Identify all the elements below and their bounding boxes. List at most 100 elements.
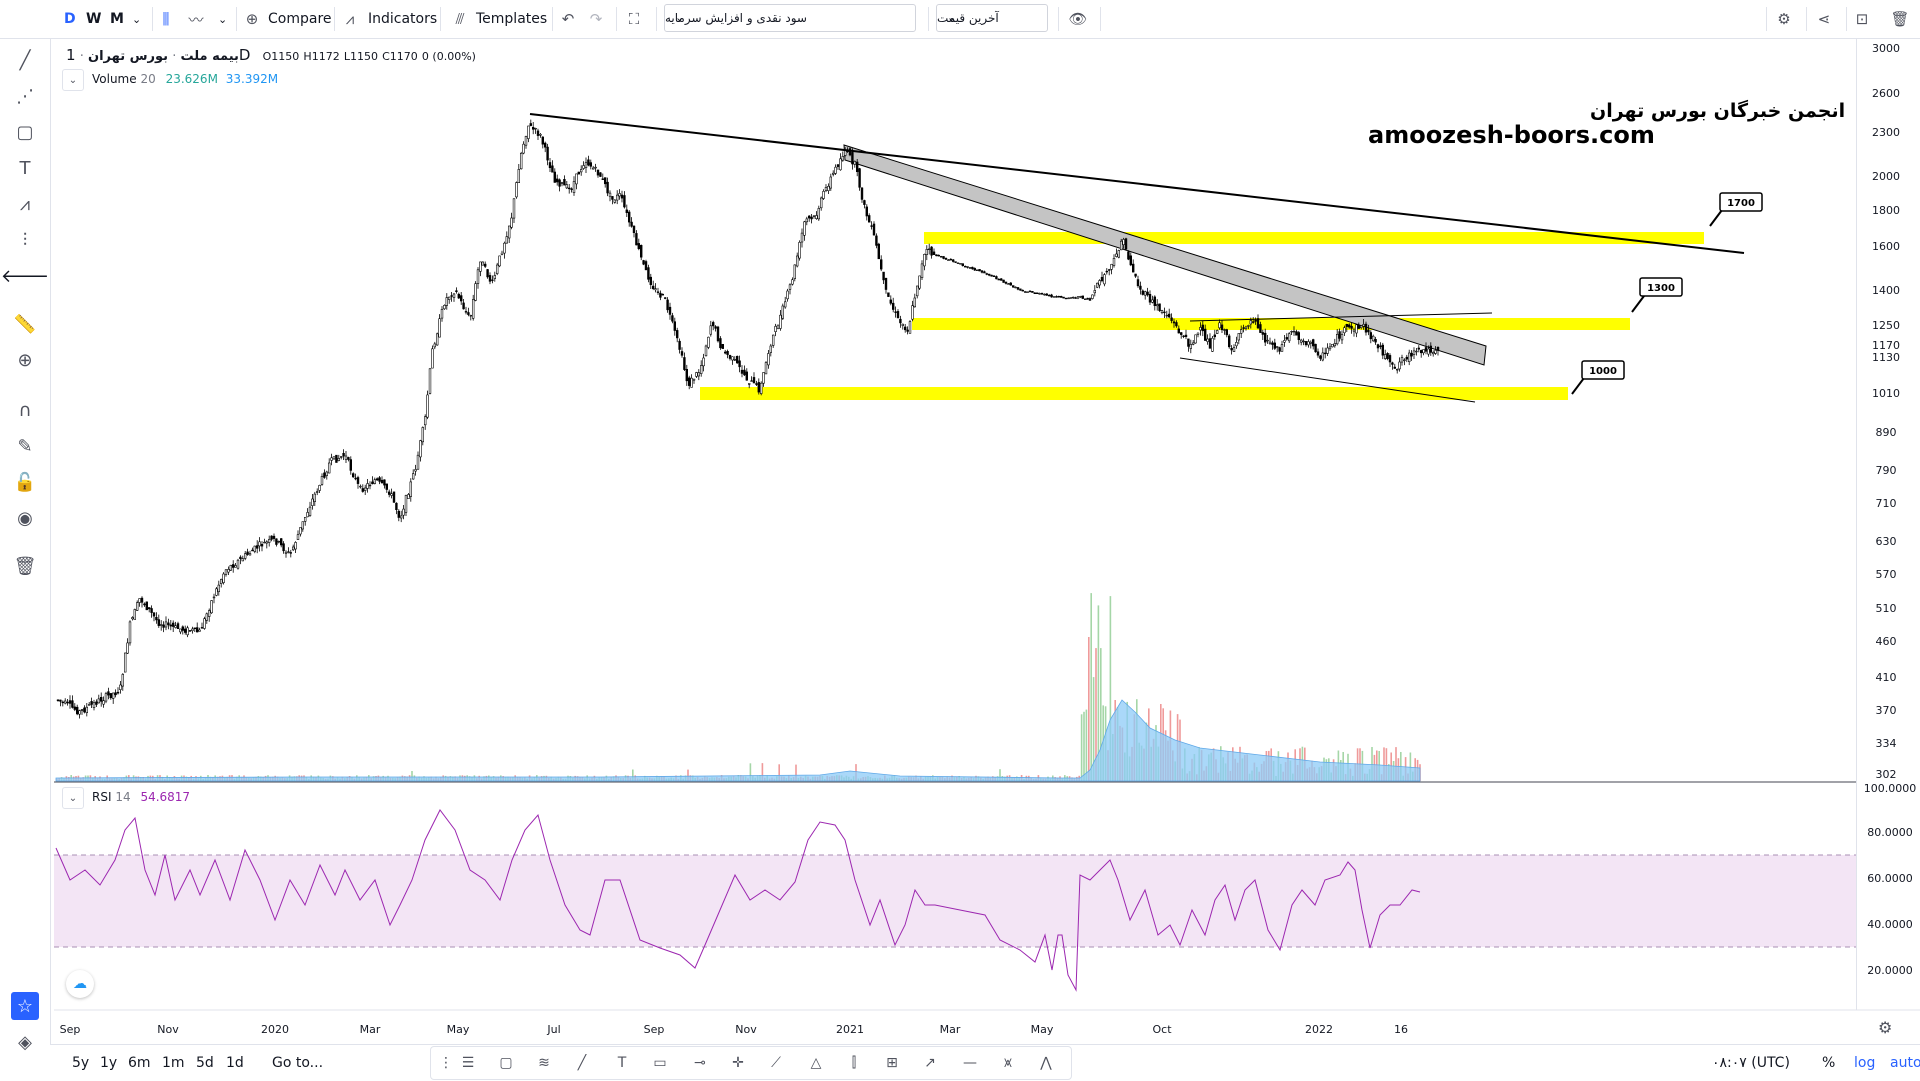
interval-m[interactable]: M	[110, 11, 124, 27]
triangle-icon[interactable]: △	[810, 1055, 822, 1071]
volume-bar	[552, 778, 555, 781]
eye-icon[interactable]: ◉	[17, 507, 33, 529]
range-1m[interactable]: 1m	[162, 1055, 185, 1071]
grip-icon[interactable]: ⋮	[439, 1055, 453, 1071]
back-arrow-icon[interactable]: 🡐	[0, 265, 50, 287]
volume-bar	[603, 777, 605, 781]
study-template-dropdown[interactable]: ⌄ سود نقدی و افزایش سرمایه	[664, 4, 916, 32]
ruler-icon[interactable]: 📏	[13, 313, 37, 335]
zoom-icon[interactable]: ⊕	[17, 349, 33, 371]
text-icon[interactable]: T	[19, 157, 31, 179]
prediction-icon[interactable]: ⫶	[22, 229, 28, 251]
candle-body	[1060, 295, 1063, 298]
axis-settings-gear-icon[interactable]: ⚙	[1878, 1018, 1893, 1037]
price-type-dropdown[interactable]: ⌄ آخرین قیمت	[936, 4, 1048, 32]
style-chevron-icon[interactable]: ⌄	[218, 12, 228, 26]
volume-bar	[852, 776, 855, 781]
callout-icon[interactable]: ▭	[653, 1055, 667, 1071]
percent-toggle[interactable]: %	[1822, 1055, 1836, 1071]
horizontal-ray-icon[interactable]: ⊸	[694, 1055, 706, 1071]
trash-icon[interactable]: 🗑	[13, 555, 37, 577]
candle-body	[668, 306, 672, 315]
candle-body	[1268, 341, 1272, 344]
volume-bar	[245, 777, 248, 781]
candle-body	[64, 700, 67, 704]
utc-clock[interactable]: ۰۸:۰۷ (UTC)	[1712, 1055, 1790, 1071]
candle-body	[1074, 297, 1077, 299]
rectangle-icon[interactable]: ▢	[16, 121, 34, 143]
compare-plus-icon[interactable]: ⊕	[245, 10, 259, 28]
candle-body	[685, 368, 689, 382]
interval-d[interactable]: D	[64, 11, 76, 27]
range-1y[interactable]: 1y	[100, 1055, 118, 1071]
parallel-channel-icon[interactable]: ⫿	[851, 1055, 857, 1071]
elliott-wave-icon[interactable]: ⩙	[1004, 1055, 1012, 1071]
rsi-collapse-button[interactable]: ⌄	[62, 787, 84, 809]
candle-style-icon[interactable]: ⫼	[162, 10, 170, 28]
volume-bar	[1368, 769, 1371, 781]
trend-line-icon[interactable]: ╱	[577, 1055, 587, 1071]
interval-dropdown-chevron-icon[interactable]: ⌄	[132, 12, 142, 26]
volume-collapse-button[interactable]: ⌄	[62, 69, 84, 91]
pattern-icon[interactable]: ⩘	[19, 193, 31, 215]
fullscreen-icon[interactable]: ⛶	[628, 10, 640, 28]
cross-line-icon[interactable]: ✛	[732, 1055, 744, 1071]
candle-body	[601, 178, 605, 180]
eye-icon[interactable]: 👁	[1068, 10, 1088, 28]
magnet-icon[interactable]: ∩	[18, 399, 32, 421]
candle-body	[109, 693, 113, 699]
candle-body	[1300, 339, 1303, 343]
candle-body	[1028, 290, 1032, 293]
range-6m[interactable]: 6m	[128, 1055, 151, 1071]
volume-bar	[778, 764, 780, 781]
path-icon[interactable]: ≋	[538, 1055, 550, 1071]
abc-pattern-icon[interactable]: ⋀	[1040, 1055, 1052, 1071]
undo-icon[interactable]: ↶	[561, 10, 575, 28]
fib-icon[interactable]: ⋰	[16, 85, 34, 107]
lock-icon[interactable]: 🔓	[13, 471, 37, 493]
measure-icon[interactable]: ⊞	[886, 1055, 898, 1071]
symbol-name[interactable]: بیمه ملت	[180, 49, 239, 64]
templates-button[interactable]: Templates	[476, 11, 548, 27]
time-axis[interactable]: Sep Nov 2020 Mar May Jul Sep Nov 2021 Mar May Oct 20…	[60, 1023, 1408, 1036]
compare-button[interactable]: Compare	[268, 11, 332, 27]
line-style-icon[interactable]: 〰	[188, 10, 204, 29]
volume-bar	[838, 775, 840, 781]
candle-body	[745, 371, 749, 381]
watchlist-star-icon[interactable]: ☆	[11, 992, 39, 1020]
candle-body	[282, 543, 285, 552]
draw-mode-icon[interactable]: ✎	[17, 435, 33, 457]
volume-bar	[886, 778, 888, 781]
ray-icon[interactable]: ⟋	[771, 1055, 781, 1071]
log-toggle[interactable]: log	[1854, 1055, 1876, 1071]
horizontal-line-icon[interactable]: —	[963, 1055, 977, 1071]
volume-bar	[207, 775, 209, 781]
rectangle-icon[interactable]: ▢	[499, 1055, 513, 1071]
lines-icon[interactable]: ☰	[461, 1055, 475, 1071]
candle-body	[980, 270, 984, 273]
snapshot-icon[interactable]: ⊡	[1855, 10, 1869, 28]
text-icon[interactable]: T	[617, 1055, 627, 1071]
goto-button[interactable]: Go to...	[272, 1055, 324, 1071]
redo-icon[interactable]: ↷	[589, 10, 603, 28]
volume-bar	[394, 778, 396, 781]
volume-bar	[1354, 763, 1356, 781]
settings-gear-icon[interactable]: ⚙	[1777, 10, 1791, 28]
layers-icon[interactable]: ◈	[18, 1031, 32, 1053]
volume-bar	[1001, 776, 1004, 781]
tradingview-logo-icon[interactable]: ☁	[66, 970, 94, 998]
share-icon[interactable]: ⋖	[1817, 10, 1831, 28]
candle-body	[702, 357, 705, 367]
indicators-button[interactable]: Indicators	[368, 11, 438, 27]
range-5d[interactable]: 5d	[196, 1055, 214, 1071]
trend-line-icon[interactable]: ╱	[19, 49, 31, 71]
templates-icon[interactable]: ⫻	[455, 10, 465, 28]
trash-icon[interactable]: 🗑	[1890, 10, 1910, 28]
arrow-icon[interactable]: ↗	[924, 1055, 936, 1071]
range-5y[interactable]: 5y	[72, 1055, 90, 1071]
indicators-icon[interactable]: ⩘	[345, 10, 355, 28]
auto-toggle[interactable]: auto	[1890, 1055, 1920, 1071]
interval-w[interactable]: W	[86, 11, 102, 27]
range-1d[interactable]: 1d	[226, 1055, 244, 1071]
